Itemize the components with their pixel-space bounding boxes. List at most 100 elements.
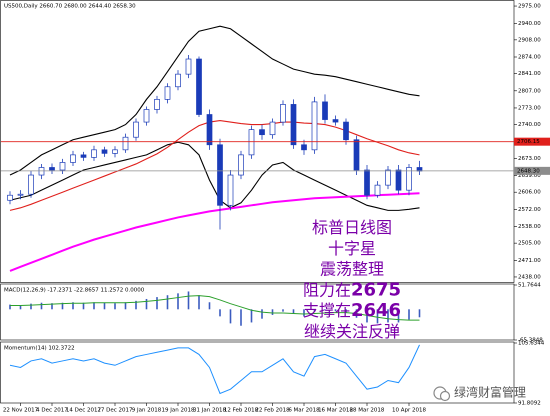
x-tick-label: 22 Nov 2017 bbox=[3, 408, 39, 414]
y-tick-label: 2673.00 bbox=[518, 156, 541, 162]
y-tick-label: 2874.00 bbox=[518, 54, 541, 60]
candle-body bbox=[385, 169, 391, 186]
annotation: 标普日线图 bbox=[312, 218, 392, 237]
bar bbox=[324, 309, 326, 311]
y-tick-label: -65.3848 bbox=[518, 338, 543, 344]
y-tick-label: 2807.00 bbox=[518, 88, 541, 94]
bar bbox=[387, 309, 389, 323]
y-tick-label: 2773.00 bbox=[518, 105, 541, 111]
watermark-icon bbox=[439, 390, 451, 402]
bar bbox=[145, 298, 148, 310]
annotation: 十字星 bbox=[328, 238, 376, 257]
candle-body bbox=[70, 154, 76, 163]
bar bbox=[124, 302, 127, 310]
x-tick-label: 10 Apr 2018 bbox=[392, 408, 427, 414]
y-tick-label: 2606.00 bbox=[518, 190, 541, 196]
annotation: 继续关注反弹 bbox=[304, 322, 400, 341]
y-tick-label: 2505.00 bbox=[518, 241, 541, 247]
candle-body bbox=[49, 167, 55, 171]
x-tick-label: 22 Feb 2018 bbox=[255, 408, 290, 414]
annotation-part: 支撑在 bbox=[303, 301, 351, 320]
line bbox=[9, 120, 420, 211]
candle-body bbox=[343, 121, 349, 141]
panel-title: MACD(12,26,9) -17.2371 -22.8657 11.2572 … bbox=[4, 288, 145, 294]
y-tick-label: 2471.00 bbox=[518, 258, 541, 264]
y-tick-label: 2438.00 bbox=[518, 274, 541, 280]
bar bbox=[166, 295, 169, 310]
candle-body bbox=[290, 104, 297, 146]
annotation-part: 2675 bbox=[351, 279, 401, 300]
annotation-part: 震荡整理 bbox=[320, 259, 384, 278]
bar bbox=[51, 303, 53, 310]
y-tick-label: 2740.00 bbox=[518, 122, 541, 128]
bar bbox=[219, 309, 221, 317]
bar bbox=[408, 309, 410, 320]
y-tick-label: 2908.00 bbox=[518, 37, 541, 43]
candle-body bbox=[7, 194, 13, 201]
candle-body bbox=[332, 119, 339, 123]
bar bbox=[9, 304, 11, 310]
bar bbox=[292, 309, 295, 314]
bar bbox=[198, 295, 200, 310]
bar bbox=[418, 309, 421, 318]
x-tick-label: 16 Mar 2018 bbox=[318, 408, 353, 414]
candle-body bbox=[164, 86, 171, 100]
line bbox=[9, 192, 420, 272]
bar bbox=[72, 302, 74, 310]
bar bbox=[282, 309, 284, 312]
bar bbox=[19, 305, 22, 310]
y-tick-label: 51.7644 bbox=[518, 283, 541, 289]
candle-body bbox=[17, 193, 24, 196]
macd-panel bbox=[0, 283, 515, 341]
line bbox=[9, 141, 420, 211]
candle-body bbox=[91, 149, 97, 158]
bar bbox=[103, 302, 106, 310]
candle-body bbox=[38, 167, 45, 176]
y-tick-label: 91.8092 bbox=[518, 401, 541, 407]
annotation-part: 2646 bbox=[351, 300, 401, 321]
bar bbox=[313, 309, 316, 312]
y-tick-label: 2639.00 bbox=[518, 173, 541, 179]
candle-body bbox=[280, 104, 286, 123]
line bbox=[9, 25, 420, 176]
annotation-part: 继续关注反弹 bbox=[304, 322, 400, 341]
bar bbox=[177, 293, 179, 310]
candle-body bbox=[269, 121, 276, 136]
candle-body bbox=[112, 149, 118, 154]
x-tick-label: 27 Dec 2017 bbox=[97, 408, 133, 414]
bar bbox=[376, 309, 379, 324]
candle-body bbox=[374, 184, 381, 196]
candle-body bbox=[80, 154, 87, 158]
candle-body bbox=[175, 73, 181, 88]
bar bbox=[135, 300, 137, 310]
annotation-part: 十字星 bbox=[328, 238, 376, 257]
candle-body bbox=[28, 174, 34, 195]
y-tick-label: 2538.00 bbox=[518, 224, 541, 230]
candle-body bbox=[227, 174, 234, 206]
level-label-box bbox=[514, 137, 550, 146]
candle-body bbox=[59, 162, 66, 171]
bar bbox=[156, 297, 158, 310]
bar bbox=[114, 303, 116, 310]
y-tick-label: 2841.00 bbox=[518, 71, 541, 77]
candle-body bbox=[353, 139, 360, 171]
annotation: 震荡整理 bbox=[320, 259, 384, 278]
candle-body bbox=[301, 144, 307, 151]
bar bbox=[271, 309, 274, 315]
bar bbox=[229, 309, 232, 324]
bar bbox=[82, 302, 85, 310]
candle-body bbox=[322, 101, 328, 120]
y-tick-label: 2572.00 bbox=[518, 207, 541, 213]
annotation: 阻力在2675 bbox=[303, 279, 401, 300]
y-tick-label: 105.6344 bbox=[518, 341, 545, 347]
candle-body bbox=[154, 99, 160, 110]
bar bbox=[240, 309, 242, 326]
level-label: 2648.30 bbox=[517, 168, 540, 174]
watermark: 绿湾财富管理 bbox=[454, 385, 526, 400]
x-tick-label: 4 Dec 2017 bbox=[36, 408, 68, 414]
candle-body bbox=[185, 58, 192, 75]
bar bbox=[397, 309, 400, 323]
bar bbox=[345, 309, 347, 314]
